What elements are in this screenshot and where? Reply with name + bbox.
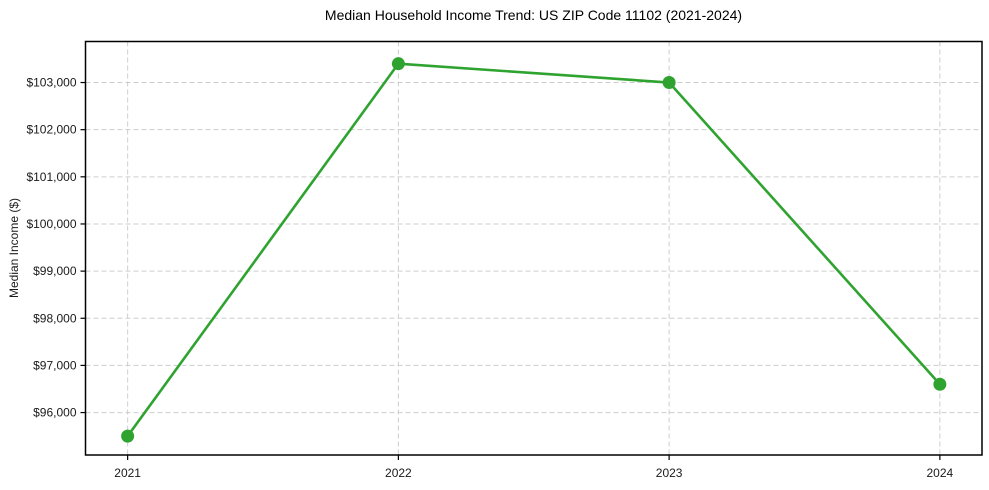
y-tick-label-6: $102,000 <box>26 123 76 137</box>
x-tick-label-2024: 2024 <box>927 466 954 480</box>
y-tick-label-3: $99,000 <box>33 264 77 278</box>
x-tick-label-2023: 2023 <box>656 466 683 480</box>
x-tick-label-2022: 2022 <box>385 466 412 480</box>
data-point-2023 <box>662 76 676 90</box>
y-tick-label-0: $96,000 <box>33 406 77 420</box>
income-trend-line <box>126 62 942 438</box>
data-point-2022 <box>391 57 405 71</box>
y-tick-label-4: $100,000 <box>26 217 76 231</box>
data-point-2024 <box>933 377 947 391</box>
y-tick-label-2: $98,000 <box>33 311 77 325</box>
chart-title: Median Household Income Trend: US ZIP Co… <box>324 7 743 23</box>
data-point-2021 <box>121 429 135 443</box>
axes-box <box>84 40 983 456</box>
x-tick-label-2021: 2021 <box>114 466 141 480</box>
y-tick-label-5: $101,000 <box>26 170 76 184</box>
y-tick-label-7: $103,000 <box>26 76 76 90</box>
y-tick-label-1: $97,000 <box>33 358 77 372</box>
